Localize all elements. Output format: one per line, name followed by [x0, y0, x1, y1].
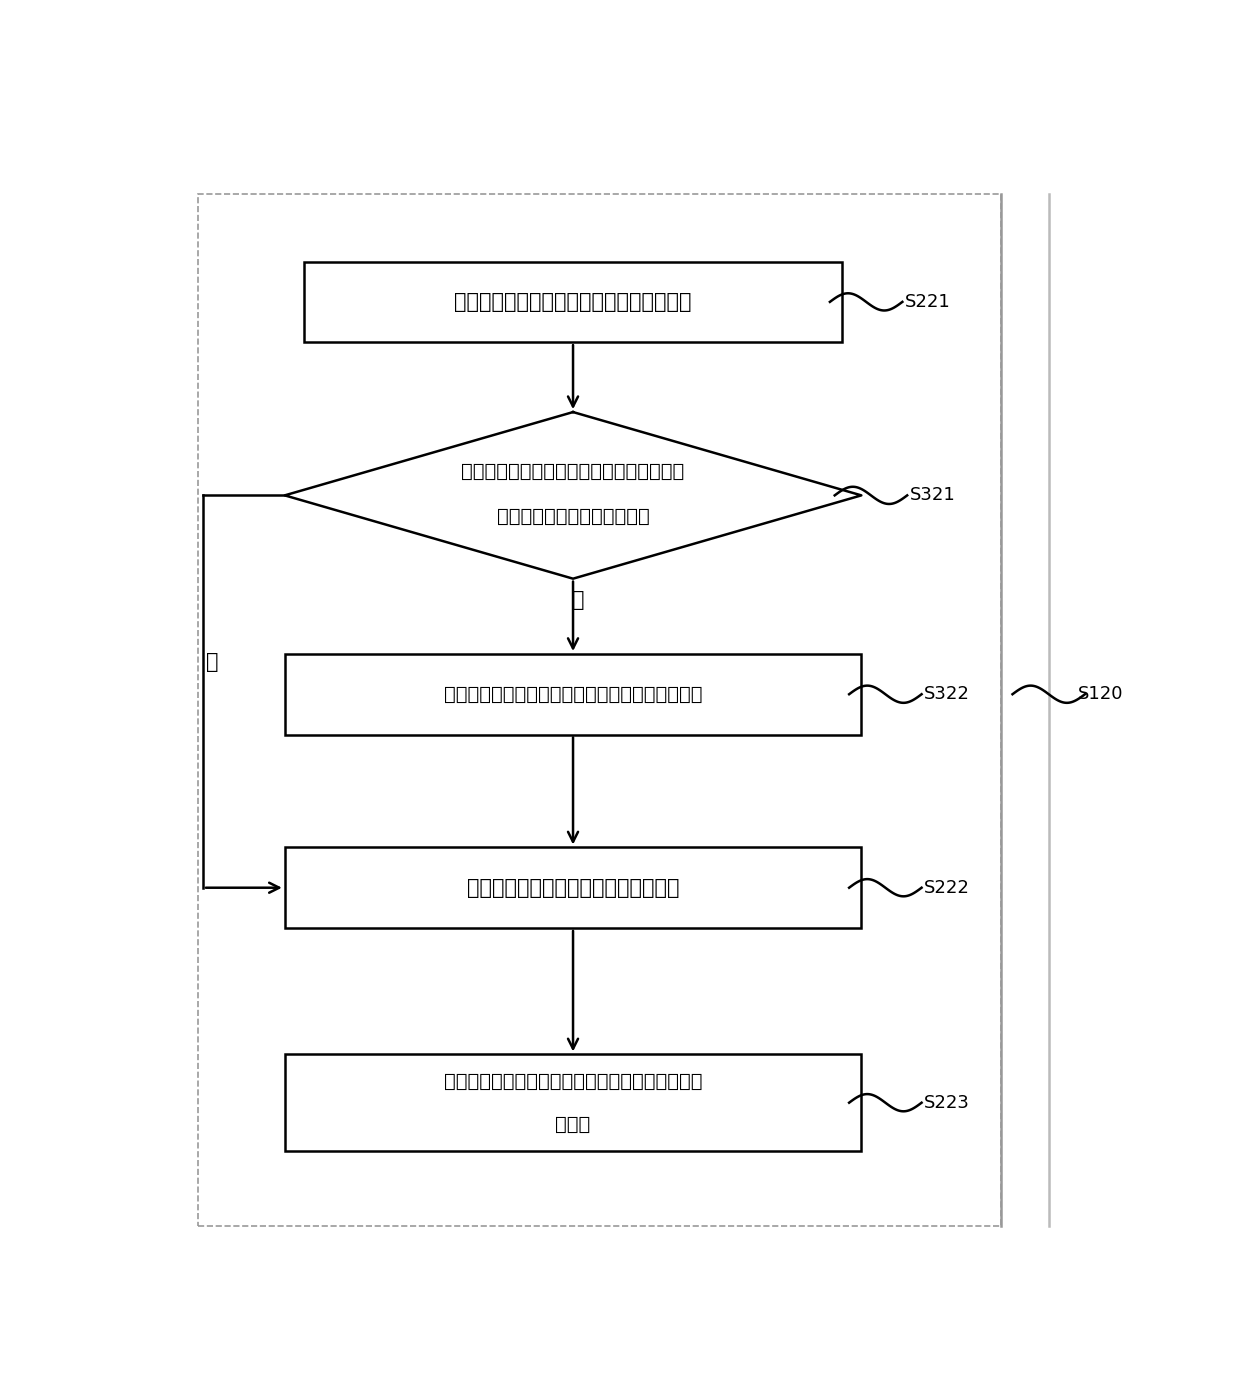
Bar — [285, 1054, 862, 1152]
Text: S221: S221 — [905, 293, 950, 311]
Text: 计算系统最大满足离开时电池充电水平并提示用户: 计算系统最大满足离开时电池充电水平并提示用户 — [444, 684, 702, 704]
Text: S222: S222 — [924, 878, 970, 896]
Text: 是: 是 — [206, 652, 219, 671]
Text: 调整最优分时谷电电价起始时间段及制定电价并提: 调整最优分时谷电电价起始时间段及制定电价并提 — [444, 1072, 702, 1090]
Text: S223: S223 — [924, 1093, 970, 1111]
Bar — [198, 194, 1001, 1226]
Text: S321: S321 — [909, 486, 955, 504]
Text: 初步计算最优分时谷电电价起始时间段: 初步计算最优分时谷电电价起始时间段 — [466, 878, 680, 898]
Text: 根据新接入用户停留时间和充电需求，初步: 根据新接入用户停留时间和充电需求，初步 — [461, 462, 684, 482]
Bar — [304, 261, 842, 342]
Text: 判断是否能满足客户充电需求: 判断是否能满足客户充电需求 — [497, 507, 650, 526]
Text: 计算车辆停留时间段数与充电所需时间段数: 计算车辆停留时间段数与充电所需时间段数 — [454, 292, 692, 311]
Text: S322: S322 — [924, 685, 970, 704]
Bar — [285, 653, 862, 734]
Bar — [285, 847, 862, 928]
Text: 示用户: 示用户 — [556, 1114, 590, 1134]
Text: S120: S120 — [1078, 685, 1123, 704]
Text: 否: 否 — [572, 589, 584, 610]
